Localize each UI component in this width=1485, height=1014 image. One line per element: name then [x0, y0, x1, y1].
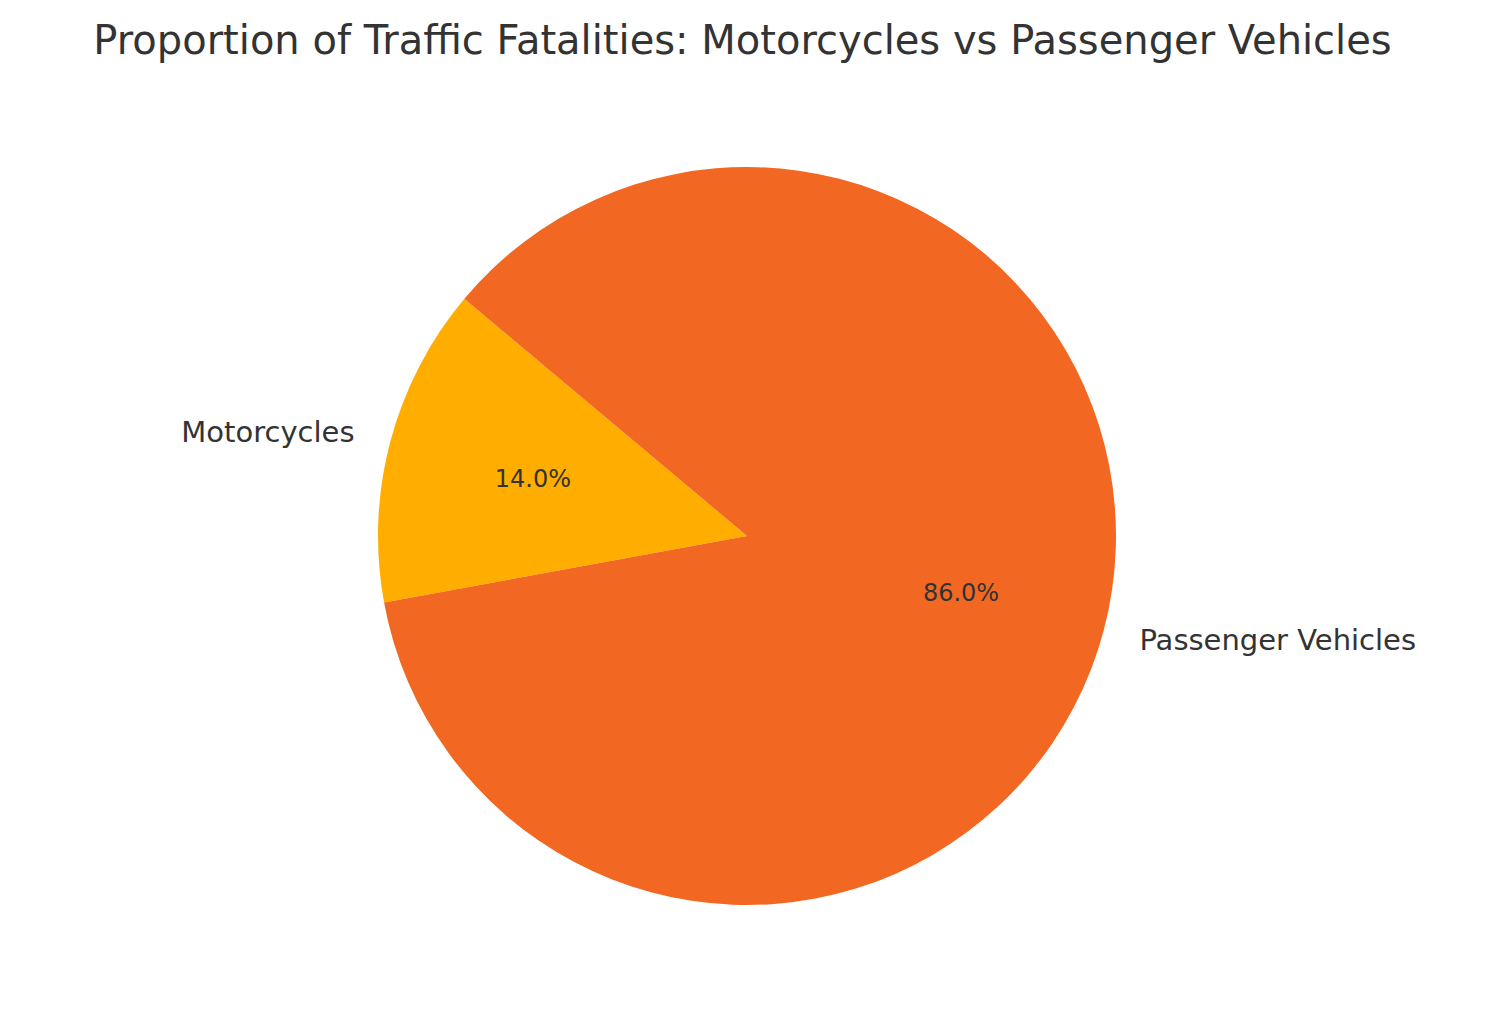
svg-text:86.0%: 86.0% [923, 579, 999, 607]
svg-text:Passenger Vehicles: Passenger Vehicles [1139, 623, 1416, 657]
svg-text:14.0%: 14.0% [495, 465, 571, 493]
html-text:Proportion of Traffic Fataliti: Proportion of Traffic Fatalities: Motorc… [93, 17, 1392, 63]
svg-text:Motorcycles: Motorcycles [181, 415, 354, 449]
